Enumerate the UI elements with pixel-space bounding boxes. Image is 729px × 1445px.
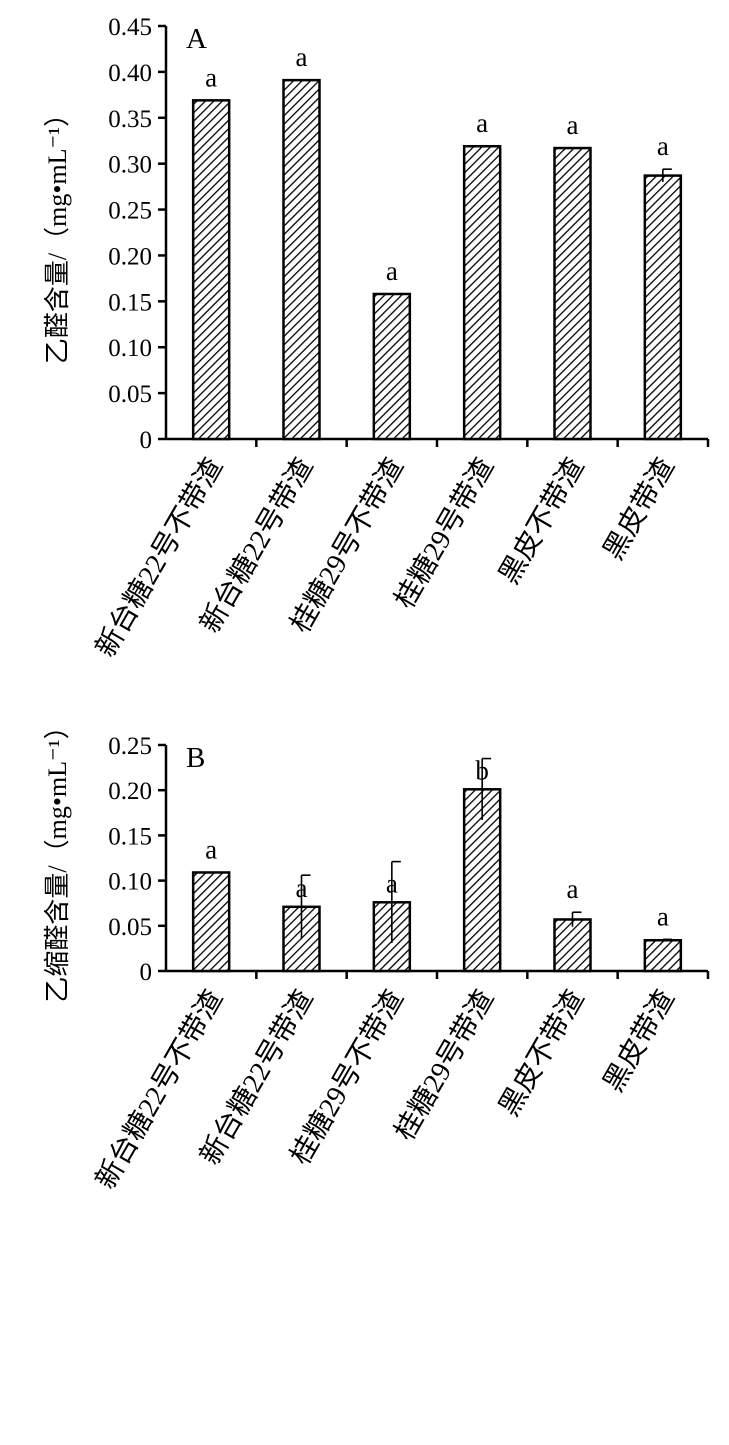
significance-label: a (205, 62, 217, 92)
y-axis-title: 乙醛含量/（mg•mL⁻¹） (43, 101, 72, 364)
category-label: 黑皮带渣 (597, 985, 681, 1098)
panel-label: B (186, 742, 205, 774)
y-tick-label: 0.10 (108, 869, 152, 896)
significance-label: b (475, 755, 489, 785)
bar (643, 174, 683, 441)
y-tick-label: 0.05 (108, 914, 152, 941)
bar (372, 292, 412, 441)
bar (553, 146, 592, 441)
bar (462, 788, 502, 973)
significance-label: a (476, 108, 488, 138)
y-tick-label: 0 (140, 427, 153, 454)
panel-label: A (186, 23, 207, 55)
significance-label: a (657, 131, 669, 161)
y-tick-label: 0.25 (108, 733, 152, 760)
category-label: 黑皮不带渣 (493, 453, 591, 590)
category-label: 桂糖29号带渣 (389, 453, 501, 615)
y-tick-label: 0.30 (108, 152, 152, 179)
category-label: 黑皮带渣 (597, 453, 681, 566)
y-tick-label: 0.45 (108, 14, 152, 41)
y-tick-label: 0.10 (108, 335, 152, 362)
bar (553, 918, 592, 973)
significance-label: a (296, 42, 308, 72)
significance-label: a (386, 256, 398, 286)
y-tick-label: 0.05 (108, 381, 152, 408)
y-tick-label: 0 (140, 959, 153, 986)
y-tick-label: 0.15 (108, 823, 152, 850)
y-tick-label: 0.20 (108, 778, 152, 805)
significance-label: a (567, 874, 579, 904)
category-label: 黑皮不带渣 (493, 985, 591, 1122)
significance-label: a (205, 834, 217, 864)
significance-label: a (386, 868, 398, 898)
bar (282, 78, 321, 441)
chart-a: 0 0.05 0.10 0.15 0.20 0.25 0.30 0.35 0.40 0.45 A 乙醛… (43, 14, 710, 663)
y-tick-label: 0.25 (108, 198, 152, 225)
y-axis-title: 乙缩醛含量/（mg•mL⁻¹） (43, 713, 72, 1002)
bar (462, 144, 502, 441)
y-tick-label: 0.15 (108, 289, 152, 316)
significance-label: a (657, 901, 669, 931)
significance-label: a (296, 873, 308, 903)
y-tick-label: 0.40 (108, 60, 152, 87)
bar (191, 99, 231, 441)
y-tick-label: 0.35 (108, 106, 152, 133)
bar (643, 939, 683, 973)
significance-label: a (567, 110, 579, 140)
y-tick-label: 0.20 (108, 243, 152, 270)
category-label: 桂糖29号带渣 (389, 985, 501, 1147)
bar (191, 871, 231, 973)
